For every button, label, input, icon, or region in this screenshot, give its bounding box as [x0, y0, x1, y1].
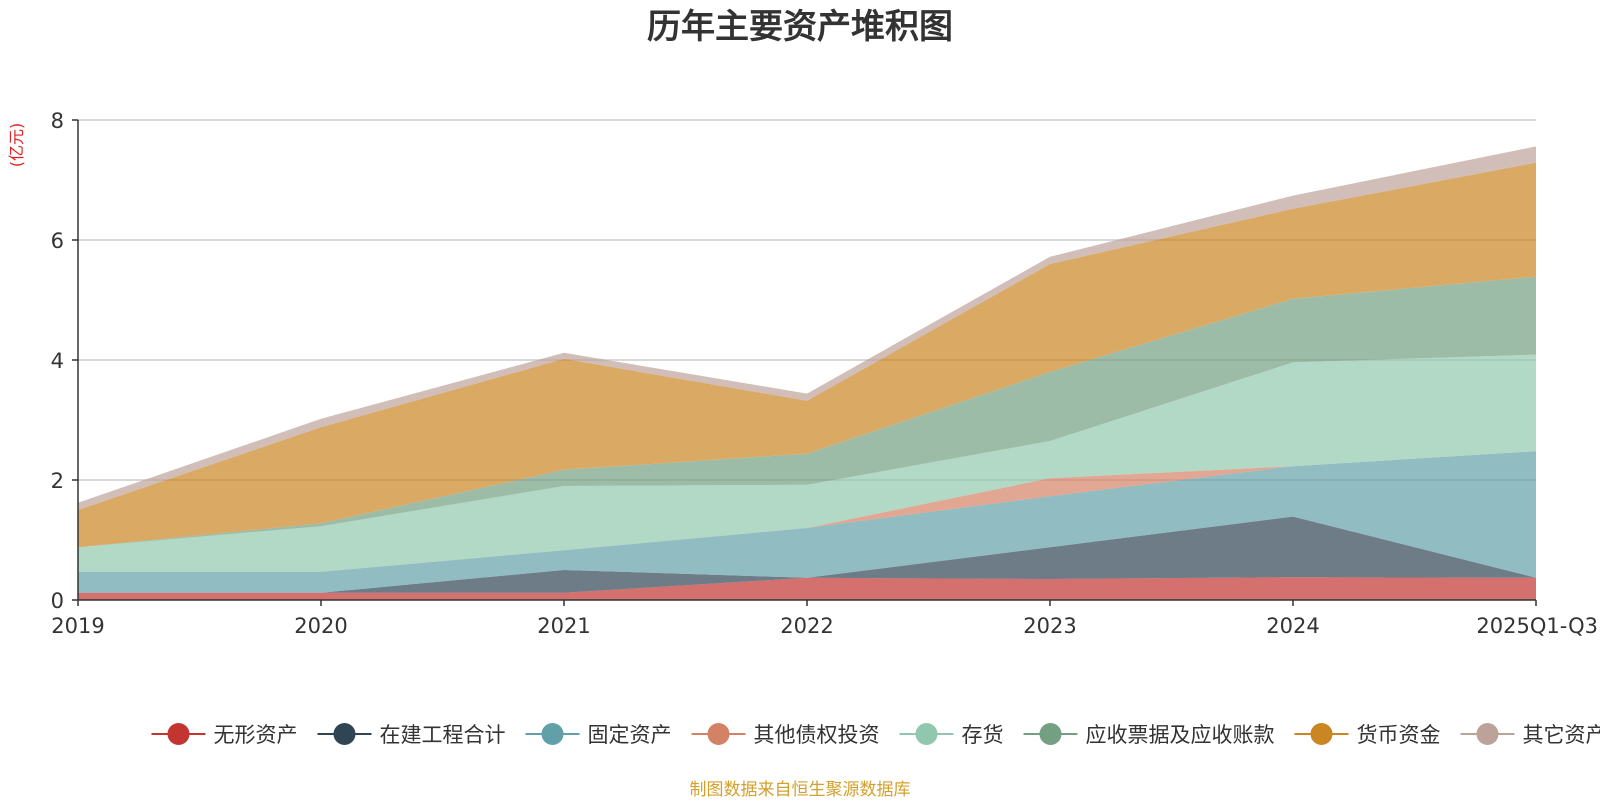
legend-item-8[interactable]: 其它资产 [1460, 723, 1600, 747]
legend-label: 固定资产 [588, 723, 672, 747]
legend-marker-icon [1310, 723, 1333, 745]
series-areas [78, 146, 1536, 600]
y-tick-label: 4 [51, 349, 64, 373]
x-tick-label: 2022 [780, 614, 833, 638]
series-area-1 [78, 577, 1536, 600]
legend-label: 其它资产 [1523, 723, 1600, 747]
legend-item-6[interactable]: 应收票据及应收账款 [1023, 723, 1275, 747]
legend-label: 存货 [962, 723, 1004, 747]
legend-marker-icon [707, 723, 730, 745]
y-axis-unit: (亿元) [7, 123, 26, 168]
legend-marker-icon [915, 723, 938, 745]
legend: 无形资产 在建工程合计 固定资产 其他债权投资 存货 应收票据及应收账款 货币资金 其它资产 [151, 723, 1600, 747]
legend-item-3[interactable]: 固定资产 [525, 723, 672, 747]
x-tick-label: 2024 [1266, 614, 1319, 638]
x-tick-label: 2020 [294, 614, 347, 638]
x-axis-ticks: 2019 2020 2021 2022 2023 2024 2025Q1-Q3 [51, 600, 1598, 638]
series-area-7 [78, 162, 1536, 548]
y-tick-label: 0 [51, 589, 64, 613]
legend-item-1[interactable]: 无形资产 [151, 723, 298, 747]
legend-label: 货币资金 [1357, 723, 1441, 747]
series-area-5 [78, 354, 1536, 572]
x-tick-label: 2025Q1-Q3 [1476, 614, 1598, 638]
legend-item-7[interactable]: 货币资金 [1294, 723, 1441, 747]
x-tick-label: 2021 [537, 614, 590, 638]
legend-item-4[interactable]: 其他债权投资 [691, 723, 880, 747]
legend-item-5[interactable]: 存货 [899, 723, 1004, 747]
legend-marker-icon [1476, 723, 1499, 745]
y-tick-label: 6 [51, 229, 64, 253]
y-tick-label: 8 [51, 109, 64, 133]
legend-marker-icon [333, 723, 356, 745]
legend-marker-icon [1039, 723, 1062, 745]
legend-item-2[interactable]: 在建工程合计 [317, 723, 506, 747]
series-area-3 [78, 451, 1536, 593]
legend-label: 在建工程合计 [380, 723, 506, 747]
series-area-8 [78, 146, 1536, 510]
chart-title: 历年主要资产堆积图 [647, 7, 953, 47]
y-axis-ticks: 0 2 4 6 8 [51, 109, 78, 613]
data-source-note: 制图数据来自恒生聚源数据库 [690, 780, 911, 800]
legend-marker-icon [541, 723, 564, 745]
legend-label: 应收票据及应收账款 [1086, 723, 1275, 747]
y-tick-label: 2 [51, 469, 64, 493]
x-tick-label: 2023 [1023, 614, 1076, 638]
x-tick-label: 2019 [51, 614, 104, 638]
legend-marker-icon [167, 723, 190, 745]
legend-label: 无形资产 [214, 723, 298, 747]
series-area-2 [78, 516, 1536, 593]
legend-label: 其他债权投资 [754, 723, 880, 747]
series-area-6 [78, 276, 1536, 548]
